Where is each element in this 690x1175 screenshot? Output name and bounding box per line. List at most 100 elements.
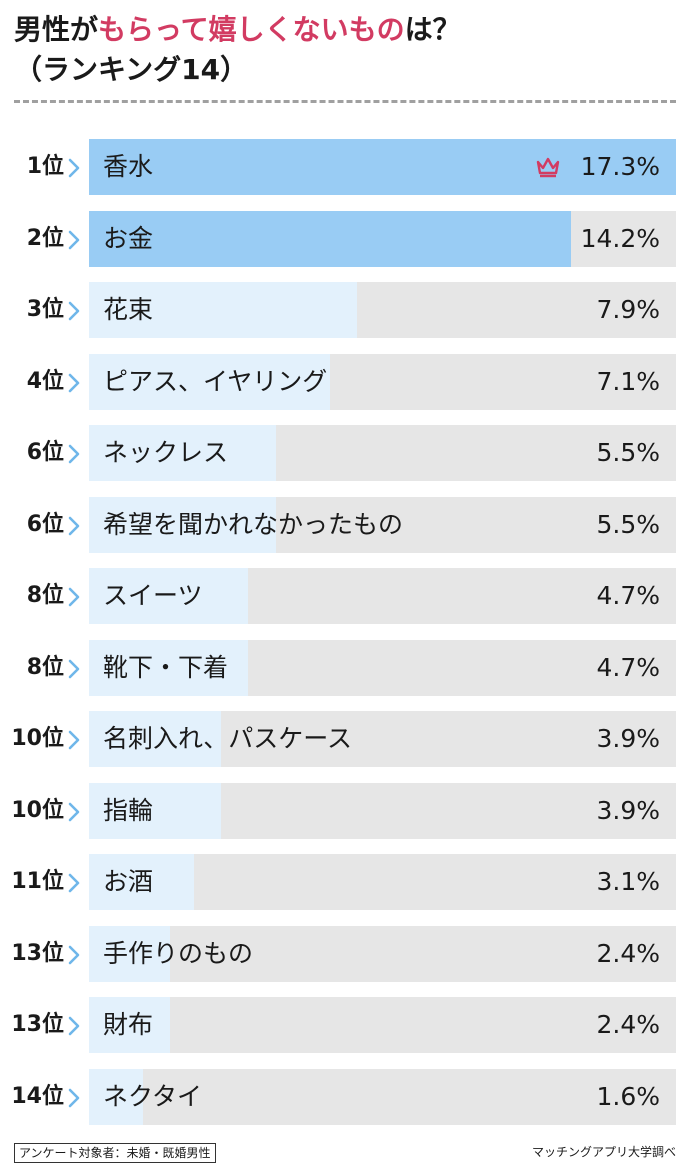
rank-label: 11位 <box>11 869 64 894</box>
bar <box>89 210 571 267</box>
ranking-row: 4位 ピアス、イヤリング 7.1% <box>0 353 690 410</box>
title-highlight: もらって嬉しくないもの <box>98 13 405 46</box>
bar-track: 財布 2.4% <box>89 997 676 1053</box>
bar <box>89 496 276 553</box>
crown-icon <box>536 157 560 178</box>
rank-label: 14位 <box>11 1083 64 1109</box>
bar-track: お酒 3.1% <box>89 854 676 910</box>
bar-track: 香水 17.3% <box>89 139 676 195</box>
bar <box>89 282 358 338</box>
chevron-right-icon <box>68 587 80 607</box>
bar-track: ピアス、イヤリング 7.1% <box>89 353 676 410</box>
ranking-row: 8位 靴下・下着 4.7% <box>0 639 690 696</box>
item-label: ピアス、イヤリング <box>103 366 328 396</box>
bar <box>89 711 222 767</box>
bar <box>89 425 276 481</box>
bar-track: 名刺入れ、パスケース 3.9% <box>89 711 676 767</box>
chevron-right-icon <box>68 516 80 535</box>
bar-track: 指輪 3.9% <box>89 782 676 839</box>
value-label: 2.4% <box>596 1010 660 1039</box>
rank-label: 6位 <box>26 440 64 465</box>
value-label: 1.6% <box>596 1081 660 1111</box>
item-label: 指輪 <box>103 795 154 825</box>
survey-note: アンケート対象者：未婚・既婚男性 <box>14 1143 216 1163</box>
item-label: ネックレス <box>103 438 229 467</box>
value-label: 3.1% <box>596 867 660 896</box>
bar <box>89 997 171 1053</box>
value-label: 7.1% <box>596 366 660 396</box>
rank-label: 10位 <box>11 726 64 751</box>
item-label: ネクタイ <box>103 1081 203 1111</box>
value-label: 3.9% <box>596 724 660 753</box>
chevron-right-icon <box>68 373 80 392</box>
rank-label: 4位 <box>26 368 64 394</box>
bar-track: 靴下・下着 4.7% <box>89 639 676 696</box>
ranking-row: 6位 希望を聞かれなかったもの 5.5% <box>0 496 690 553</box>
chevron-right-icon <box>68 1088 80 1107</box>
item-label: 手作りのもの <box>103 938 254 968</box>
item-label: 財布 <box>103 1010 154 1039</box>
ranking-row: 3位 花束 7.9% <box>0 282 690 338</box>
bar <box>89 925 171 982</box>
value-label: 4.7% <box>596 652 660 682</box>
item-label: スイーツ <box>103 581 203 610</box>
item-label: 希望を聞かれなかったもの <box>103 509 404 539</box>
title-suffix: は？ <box>404 13 461 46</box>
rank-label: 1位 <box>26 154 64 179</box>
bar <box>89 139 676 195</box>
ranking-row: 1位 香水 17.3% <box>0 139 690 195</box>
rank-label: 13位 <box>11 1012 64 1037</box>
value-label: 14.2% <box>580 223 660 253</box>
bar-track: 手作りのもの 2.4% <box>89 925 676 982</box>
item-label: 香水 <box>103 152 154 181</box>
title-prefix: 男性が <box>14 13 99 46</box>
ranking-row: 13位 財布 2.4% <box>0 997 690 1053</box>
chevron-right-icon <box>68 730 80 750</box>
chevron-right-icon <box>68 659 80 678</box>
rank-label: 2位 <box>26 225 64 251</box>
item-label: お金 <box>103 223 154 253</box>
chevron-right-icon <box>68 873 80 893</box>
value-label: 17.3% <box>580 152 660 181</box>
chevron-right-icon <box>68 802 80 821</box>
rank-label: 8位 <box>26 583 64 608</box>
value-label: 7.9% <box>596 295 660 324</box>
chart-subtitle: （ランキング14） <box>14 53 249 86</box>
rank-label: 8位 <box>26 654 64 680</box>
ranking-row: 10位 指輪 3.9% <box>0 782 690 839</box>
bar <box>89 353 330 410</box>
ranking-row: 13位 手作りのもの 2.4% <box>0 925 690 982</box>
source-credit: マッチングアプリ大学調べ <box>531 1145 676 1159</box>
value-label: 5.5% <box>596 438 660 467</box>
rank-label: 3位 <box>26 297 64 322</box>
chart-title: 男性がもらって嬉しくないものは？ <box>14 10 461 50</box>
bar <box>89 568 249 624</box>
ranking-row: 8位 スイーツ 4.7% <box>0 568 690 624</box>
item-label: 名刺入れ、パスケース <box>103 724 353 753</box>
item-label: 花束 <box>103 295 154 324</box>
ranking-row: 11位 お酒 3.1% <box>0 854 690 910</box>
bar <box>89 639 249 696</box>
chevron-right-icon <box>68 301 80 321</box>
bar-track: ネックレス 5.5% <box>89 425 676 481</box>
chevron-right-icon <box>68 945 80 964</box>
rank-label: 6位 <box>26 511 64 537</box>
chevron-right-icon <box>68 158 80 178</box>
bar <box>89 854 195 910</box>
bar-track: スイーツ 4.7% <box>89 568 676 624</box>
value-label: 4.7% <box>596 581 660 610</box>
value-label: 3.9% <box>596 795 660 825</box>
bar-track: 希望を聞かれなかったもの 5.5% <box>89 496 676 553</box>
value-label: 2.4% <box>596 938 660 968</box>
ranking-row: 6位 ネックレス 5.5% <box>0 425 690 481</box>
bar-track: お金 14.2% <box>89 210 676 267</box>
chevron-right-icon <box>68 1016 80 1036</box>
bar <box>89 1068 144 1125</box>
rank-label: 10位 <box>11 797 64 823</box>
item-label: 靴下・下着 <box>103 652 229 682</box>
ranking-row: 14位 ネクタイ 1.6% <box>0 1068 690 1125</box>
value-label: 5.5% <box>596 509 660 539</box>
bar <box>89 782 222 839</box>
item-label: お酒 <box>103 867 154 896</box>
dashed-divider <box>14 100 676 103</box>
